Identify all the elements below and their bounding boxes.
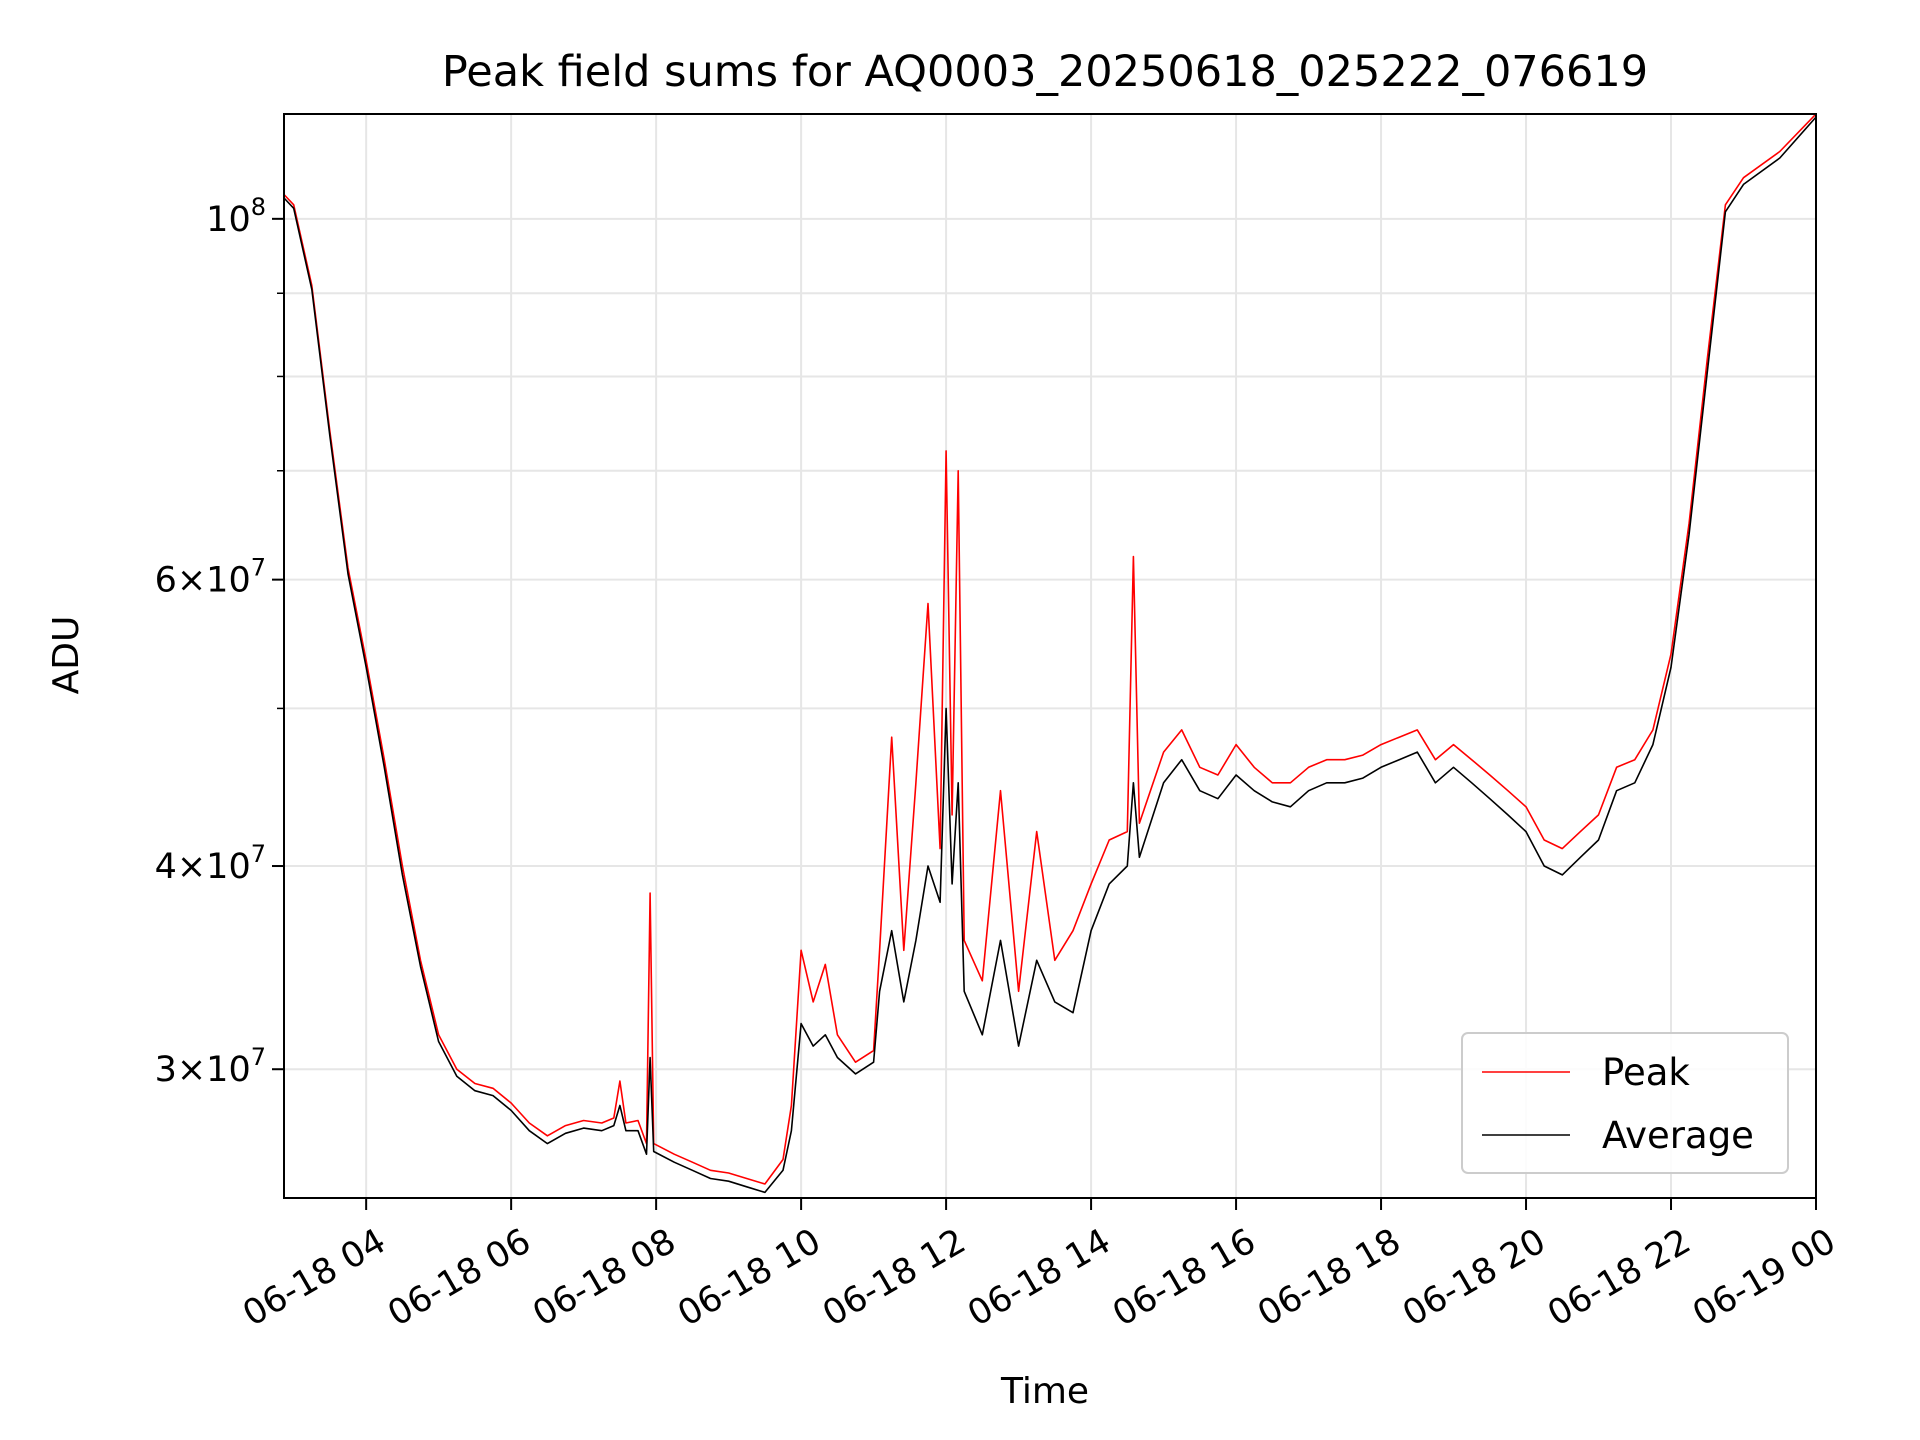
y-tick-label: 4×107 [155,840,266,887]
x-axis-title: Time [1000,1371,1089,1412]
y-axis-title: ADU [46,616,87,695]
y-tick-exponent: 8 [251,193,266,221]
y-tick-base: 10 [206,561,251,601]
series-line-peak [284,114,1816,1185]
y-tick-exponent: 7 [251,1043,266,1071]
legend-label-average: Average [1602,1114,1754,1157]
legend: Peak Average [1461,1032,1789,1174]
legend-box [1461,1032,1789,1174]
y-tick-exponent: 7 [251,840,266,868]
times-sign: × [177,847,206,887]
series-layer [284,114,1816,1194]
y-tick-label: 6×107 [155,554,266,601]
y-tick-label: 3×107 [155,1043,266,1090]
plot-frame [283,113,1817,1199]
y-tick-base: 10 [206,1050,251,1090]
y-tick-mantissa: 6 [155,561,177,601]
y-tick-label: 108 [206,193,266,240]
y-tick-base: 10 [206,847,251,887]
y-tick-exponent: 7 [251,554,266,582]
y-tick-base: 10 [206,200,251,240]
chart-title: Peak field sums for AQ0003_20250618_0252… [442,47,1648,97]
times-sign: × [177,1050,206,1090]
legend-label-peak: Peak [1602,1051,1690,1094]
times-sign: × [177,561,206,601]
series-line-average [284,116,1816,1194]
y-tick-mantissa: 4 [155,847,177,887]
y-tick-mantissa: 3 [155,1050,177,1090]
